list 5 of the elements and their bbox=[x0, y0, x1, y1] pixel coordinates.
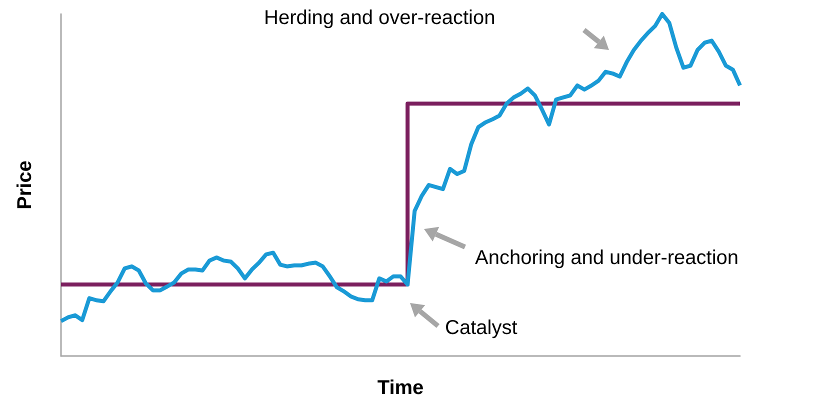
annotation: Herding and over-reaction bbox=[264, 7, 496, 29]
y-axis-title: Price bbox=[14, 160, 36, 210]
annotation: Catalyst bbox=[445, 317, 518, 339]
x-axis-title: Time bbox=[377, 377, 424, 399]
annotation: Anchoring and under-reaction bbox=[475, 247, 739, 269]
